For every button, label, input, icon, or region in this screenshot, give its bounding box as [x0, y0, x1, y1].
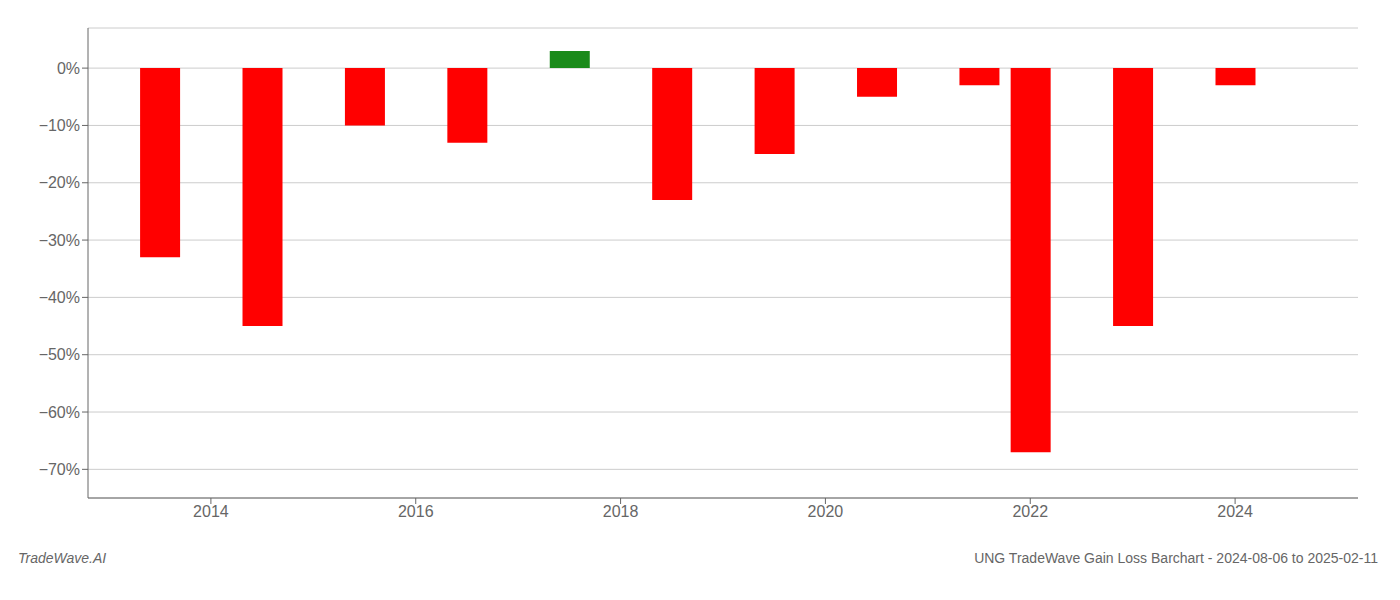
- svg-text:2014: 2014: [193, 503, 229, 520]
- svg-text:2020: 2020: [808, 503, 844, 520]
- svg-text:2018: 2018: [603, 503, 639, 520]
- svg-text:−40%: −40%: [39, 289, 80, 306]
- svg-text:2016: 2016: [398, 503, 434, 520]
- svg-text:−60%: −60%: [39, 404, 80, 421]
- svg-text:2024: 2024: [1217, 503, 1253, 520]
- html-text:UNG TradeWave Gain Loss Barcha: UNG TradeWave Gain Loss Barchart - 2024-…: [974, 550, 1378, 566]
- svg-text:−30%: −30%: [39, 232, 80, 249]
- svg-text:2022: 2022: [1012, 503, 1048, 520]
- svg-text:−20%: −20%: [39, 174, 80, 191]
- html-text:TradeWave.AI: TradeWave.AI: [18, 550, 107, 566]
- svg-text:−70%: −70%: [39, 461, 80, 478]
- svg-text:0%: 0%: [57, 60, 80, 77]
- svg-text:−10%: −10%: [39, 117, 80, 134]
- svg-text:−50%: −50%: [39, 346, 80, 363]
